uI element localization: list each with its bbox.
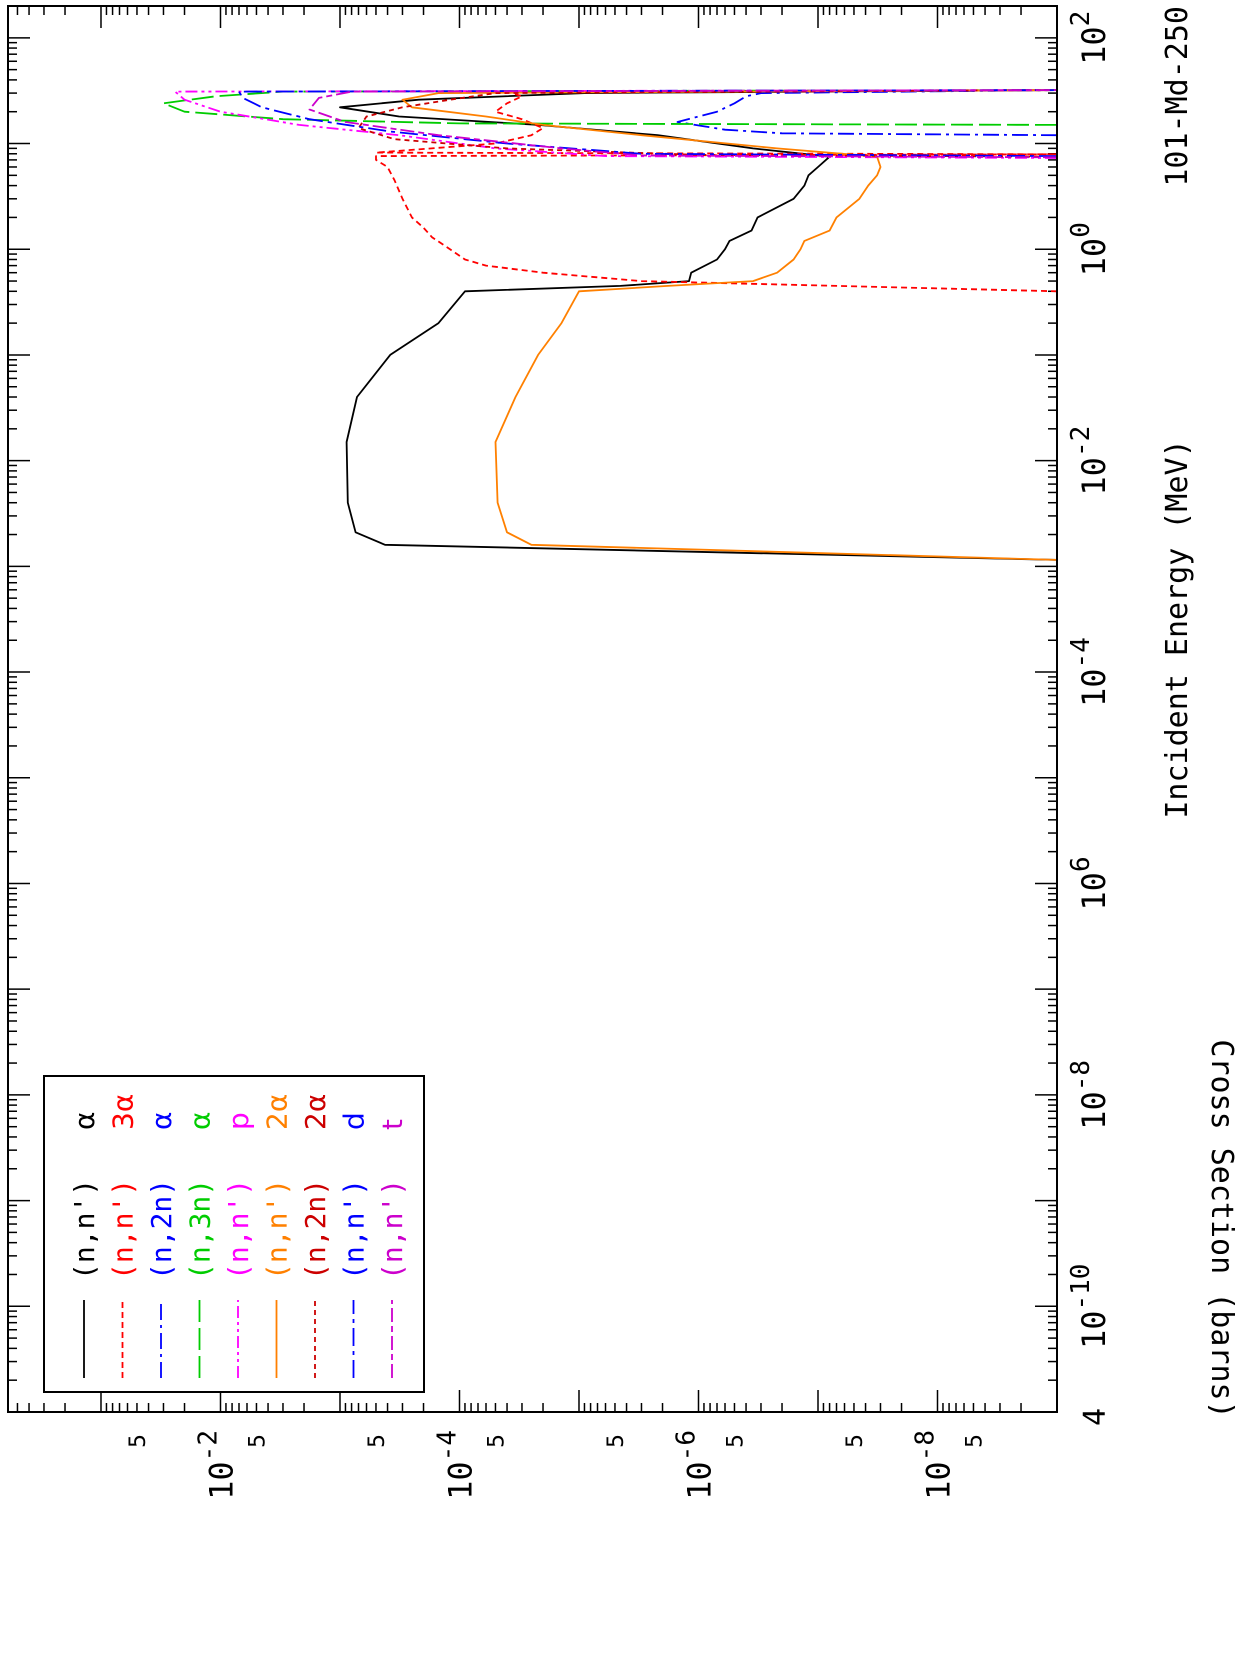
legend-reaction-2: (n,n') <box>107 1179 140 1280</box>
legend-product-9: t <box>376 1119 409 1130</box>
legend-reaction-9: (n,n') <box>376 1179 409 1280</box>
legend-product-7: 2α <box>299 1094 332 1130</box>
legend-product-2: 3α <box>107 1094 140 1130</box>
y-tick-label-4: 10-2 <box>193 1430 240 1500</box>
y-tick-label-1: 10-8 <box>910 1430 957 1500</box>
series-layer <box>162 89 1058 561</box>
x-tick-label-4: 10-4 <box>1066 637 1113 707</box>
legend-product-4: α <box>184 1112 217 1130</box>
y-axis-label: Cross Section (barns) <box>1204 1039 1239 1418</box>
y-minor-label-1: 5 <box>962 1434 987 1448</box>
legend-box <box>43 1075 425 1393</box>
y-tick-label-2: 10-6 <box>671 1430 718 1500</box>
legend-reaction-7: (n,2n) <box>299 1179 332 1280</box>
legend-reaction-3: (n,2n) <box>145 1179 178 1280</box>
legend-items: (n,n') α (n,n') 3α (n,2n) α (n,3n) α (n,n') p (n,n… <box>68 1094 409 1378</box>
x-tick-labels: 10-10 10-8 106 10-4 10-2 100 102 <box>1066 11 1113 1349</box>
y-minor-label-8: 5 <box>126 1434 151 1448</box>
plot-frame <box>7 5 1058 1413</box>
legend-product-3: α <box>145 1112 178 1130</box>
y-tick-labels: 10-8 10-6 10-4 10-2 5 5 5 5 5 5 5 5 <box>126 1430 988 1500</box>
legend-reaction-1: (n,n') <box>68 1179 101 1280</box>
x-tick-label-2: 10-8 <box>1066 1060 1113 1130</box>
x-tick-label-7: 102 <box>1066 11 1113 65</box>
y-minor-label-5: 5 <box>484 1434 509 1448</box>
series-line-4 <box>162 89 1058 126</box>
y-minor-label-7: 5 <box>245 1434 270 1448</box>
y-minor-label-3: 5 <box>723 1434 748 1448</box>
rotated-plot: (n,n') α (n,n') 3α (n,2n) α (n,3n) α (n,n') p (n,n… <box>7 5 1239 1500</box>
series-line-9 <box>308 89 1058 159</box>
y-minor-label-4: 5 <box>604 1434 629 1448</box>
legend-reaction-8: (n,n') <box>338 1179 371 1280</box>
legend-product-5: p <box>222 1112 255 1130</box>
legend-product-8: d <box>338 1112 371 1130</box>
legend-product-1: α <box>68 1112 101 1130</box>
legend: (n,n') α (n,n') 3α (n,2n) α (n,3n) α (n,n') p (n,n… <box>43 1075 425 1393</box>
y-minor-label-2: 5 <box>843 1434 868 1448</box>
legend-reaction-6: (n,n') <box>261 1179 294 1280</box>
series-line-2 <box>375 89 1058 293</box>
series-line-3 <box>676 89 1058 137</box>
x-tick-label-1: 10-10 <box>1066 1264 1113 1350</box>
y-minor-label-6: 5 <box>365 1434 390 1448</box>
x-corner-label: 4 <box>1078 1408 1113 1426</box>
legend-reaction-5: (n,n') <box>222 1179 255 1280</box>
legend-reaction-4: (n,3n) <box>184 1179 217 1280</box>
axis-ticks <box>8 5 1058 1413</box>
x-tick-label-5: 10-2 <box>1066 426 1113 496</box>
series-line-5 <box>174 89 1058 159</box>
series-line-8 <box>238 89 1058 157</box>
x-tick-label-6: 100 <box>1066 222 1113 276</box>
y-tick-label-3: 10-4 <box>432 1430 479 1500</box>
legend-product-6: 2α <box>261 1094 294 1130</box>
chart-title: 101-Md-250 <box>1160 6 1195 187</box>
x-tick-label-3: 106 <box>1066 856 1113 910</box>
x-axis-label: Incident Energy (MeV) <box>1160 439 1195 818</box>
series-line-6 <box>401 89 1058 561</box>
